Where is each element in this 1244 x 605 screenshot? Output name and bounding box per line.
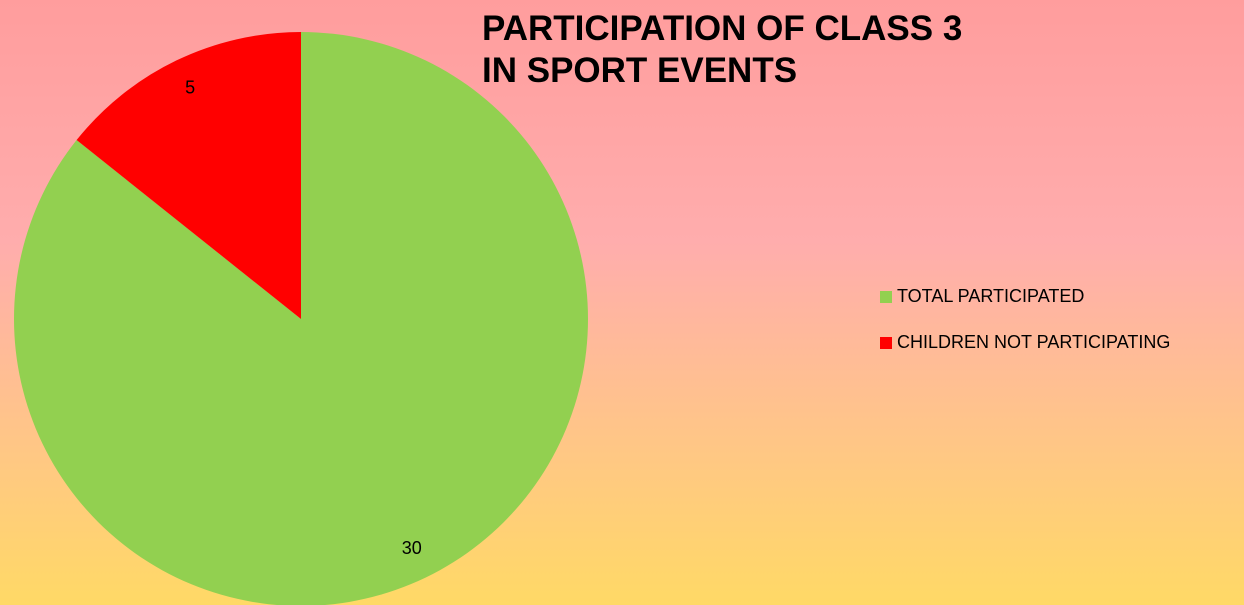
data-label: 5 bbox=[185, 78, 195, 98]
legend-label: CHILDREN NOT PARTICIPATING bbox=[897, 332, 1170, 352]
pie-slice bbox=[14, 32, 588, 605]
pie-slice bbox=[76, 32, 301, 319]
chart-title: PARTICIPATION OF CLASS 3 IN SPORT EVENTS bbox=[482, 9, 963, 90]
legend-label: TOTAL PARTICIPATED bbox=[897, 286, 1084, 306]
legend-swatch bbox=[880, 291, 892, 303]
data-label: 30 bbox=[402, 538, 422, 558]
legend-swatch bbox=[880, 337, 892, 349]
